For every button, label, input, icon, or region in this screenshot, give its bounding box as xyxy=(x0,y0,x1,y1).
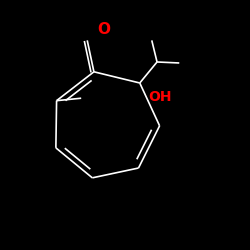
Text: OH: OH xyxy=(148,90,172,104)
Text: O: O xyxy=(98,22,110,37)
